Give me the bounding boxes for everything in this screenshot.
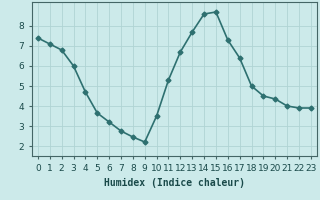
- X-axis label: Humidex (Indice chaleur): Humidex (Indice chaleur): [104, 178, 245, 188]
